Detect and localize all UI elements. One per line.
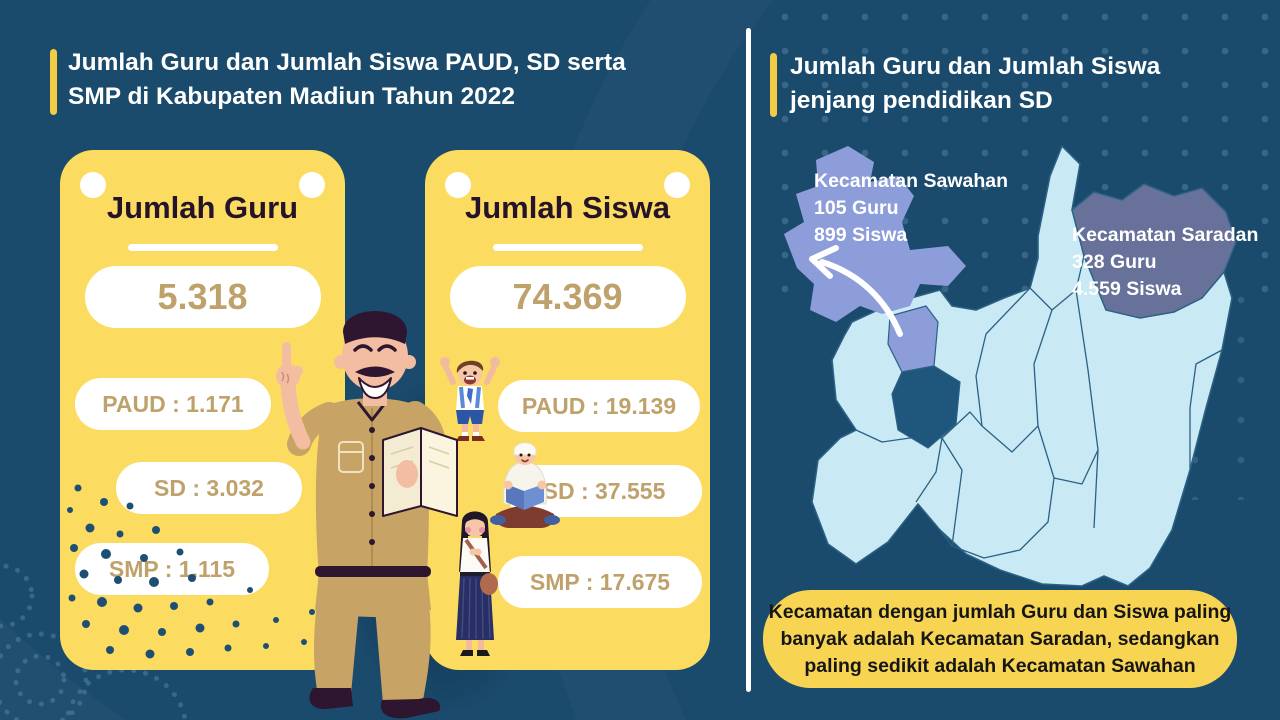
callout-arrow-icon <box>809 245 903 337</box>
card-hole-decoration <box>299 172 325 198</box>
main-title-line1: Jumlah Guru dan Jumlah Siswa PAUD, SD se… <box>68 49 626 76</box>
card-hole-decoration <box>80 172 106 198</box>
sawahan-guru-count: 105 Guru <box>814 197 899 219</box>
saradan-guru-count: 328 Guru <box>1072 251 1157 273</box>
title-underline <box>127 244 278 251</box>
card-hole-decoration <box>664 172 690 198</box>
guru-sd-stat: SD : 3.032 <box>116 462 302 514</box>
note-line3: paling sedikit adalah Kecamatan Sawahan <box>804 654 1196 677</box>
map-title-line1: Jumlah Guru dan Jumlah Siswa <box>790 53 1161 80</box>
siswa-card: Jumlah Siswa 74.369 PAUD : 19.139 SD : 3… <box>425 150 710 670</box>
conclusion-note: Kecamatan dengan jumlah Guru dan Siswa p… <box>763 590 1237 688</box>
polka-dots-decoration <box>67 484 315 659</box>
map-title: Jumlah Guru dan Jumlah Siswa jenjang pend… <box>790 50 1160 118</box>
note-line2: banyak adalah Kecamatan Saradan, sedangk… <box>780 627 1220 650</box>
saradan-siswa-count: 4.559 Siswa <box>1072 278 1182 300</box>
title-accent-bar <box>770 53 777 117</box>
sawahan-siswa-count: 899 Siswa <box>814 224 908 246</box>
title-underline <box>492 244 643 251</box>
sawahan-label: Kecamatan Sawahan 105 Guru 899 Siswa <box>814 168 1008 249</box>
girl-student-icon <box>456 511 498 656</box>
madiun-district-map <box>784 145 1237 587</box>
guru-card-title: Jumlah Guru <box>106 190 299 225</box>
main-title-line2: SMP di Kabupaten Madiun Tahun 2022 <box>68 83 515 110</box>
map-title-line2: jenjang pendidikan SD <box>790 87 1053 114</box>
saradan-district <box>1071 183 1237 319</box>
section-divider <box>746 28 751 692</box>
saradan-name: Kecamatan Saradan <box>1072 224 1259 246</box>
guru-total-value: 5.318 <box>84 266 321 328</box>
dotted-rings-decoration <box>0 563 188 720</box>
cheering-boy-icon <box>440 357 500 441</box>
boy-reading-icon <box>490 442 560 528</box>
saradan-label: Kecamatan Saradan 328 Guru 4.559 Siswa <box>1072 222 1258 303</box>
guru-smp-stat: SMP : 1.115 <box>75 543 269 595</box>
note-line1: Kecamatan dengan jumlah Guru dan Siswa p… <box>768 600 1232 623</box>
teacher-icon <box>276 311 458 719</box>
siswa-paud-stat: PAUD : 19.139 <box>498 380 700 432</box>
conclusion-text: Kecamatan dengan jumlah Guru dan Siswa p… <box>769 599 1232 680</box>
title-accent-bar <box>50 49 57 115</box>
dark-district <box>891 365 961 449</box>
sawahan-name: Kecamatan Sawahan <box>814 170 1009 192</box>
siswa-card-title: Jumlah Siswa <box>464 190 671 225</box>
card-hole-decoration <box>445 172 471 198</box>
siswa-smp-stat: SMP : 17.675 <box>498 556 702 608</box>
main-title: Jumlah Guru dan Jumlah Siswa PAUD, SD se… <box>68 46 626 114</box>
guru-paud-stat: PAUD : 1.171 <box>75 378 271 430</box>
siswa-total-value: 74.369 <box>449 266 686 328</box>
